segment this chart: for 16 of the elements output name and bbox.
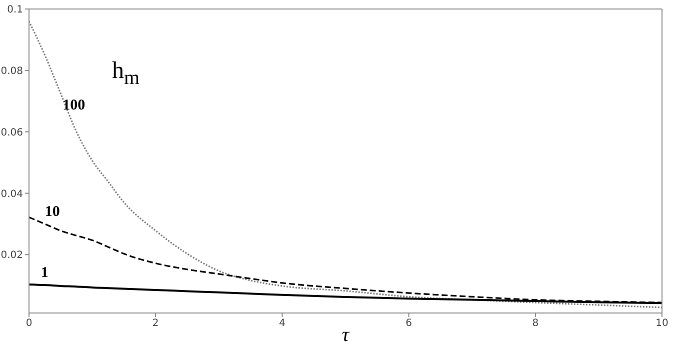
y-tick-label: 0.02 (0, 250, 23, 262)
y-tick-label: 0.08 (0, 66, 23, 77)
series-label: 100 (62, 97, 86, 114)
y-tick-label: 0.1 (7, 4, 23, 16)
series-label: 10 (44, 204, 60, 220)
x-tick-label: 8 (532, 318, 539, 330)
x-tick-label: 6 (406, 318, 412, 330)
x-tick-label: 10 (656, 318, 668, 330)
y-tick-label: 0.06 (0, 127, 23, 138)
x-tick-label: 4 (279, 318, 286, 330)
series-label: 1 (40, 265, 48, 282)
y-axis-title: h$_{m}$ (112, 58, 140, 90)
x-tick-label: 2 (152, 318, 159, 330)
x-tick-label: 0 (26, 318, 32, 330)
y-tick-label: 0.04 (0, 188, 23, 200)
x-axis-title: τ (342, 324, 350, 345)
